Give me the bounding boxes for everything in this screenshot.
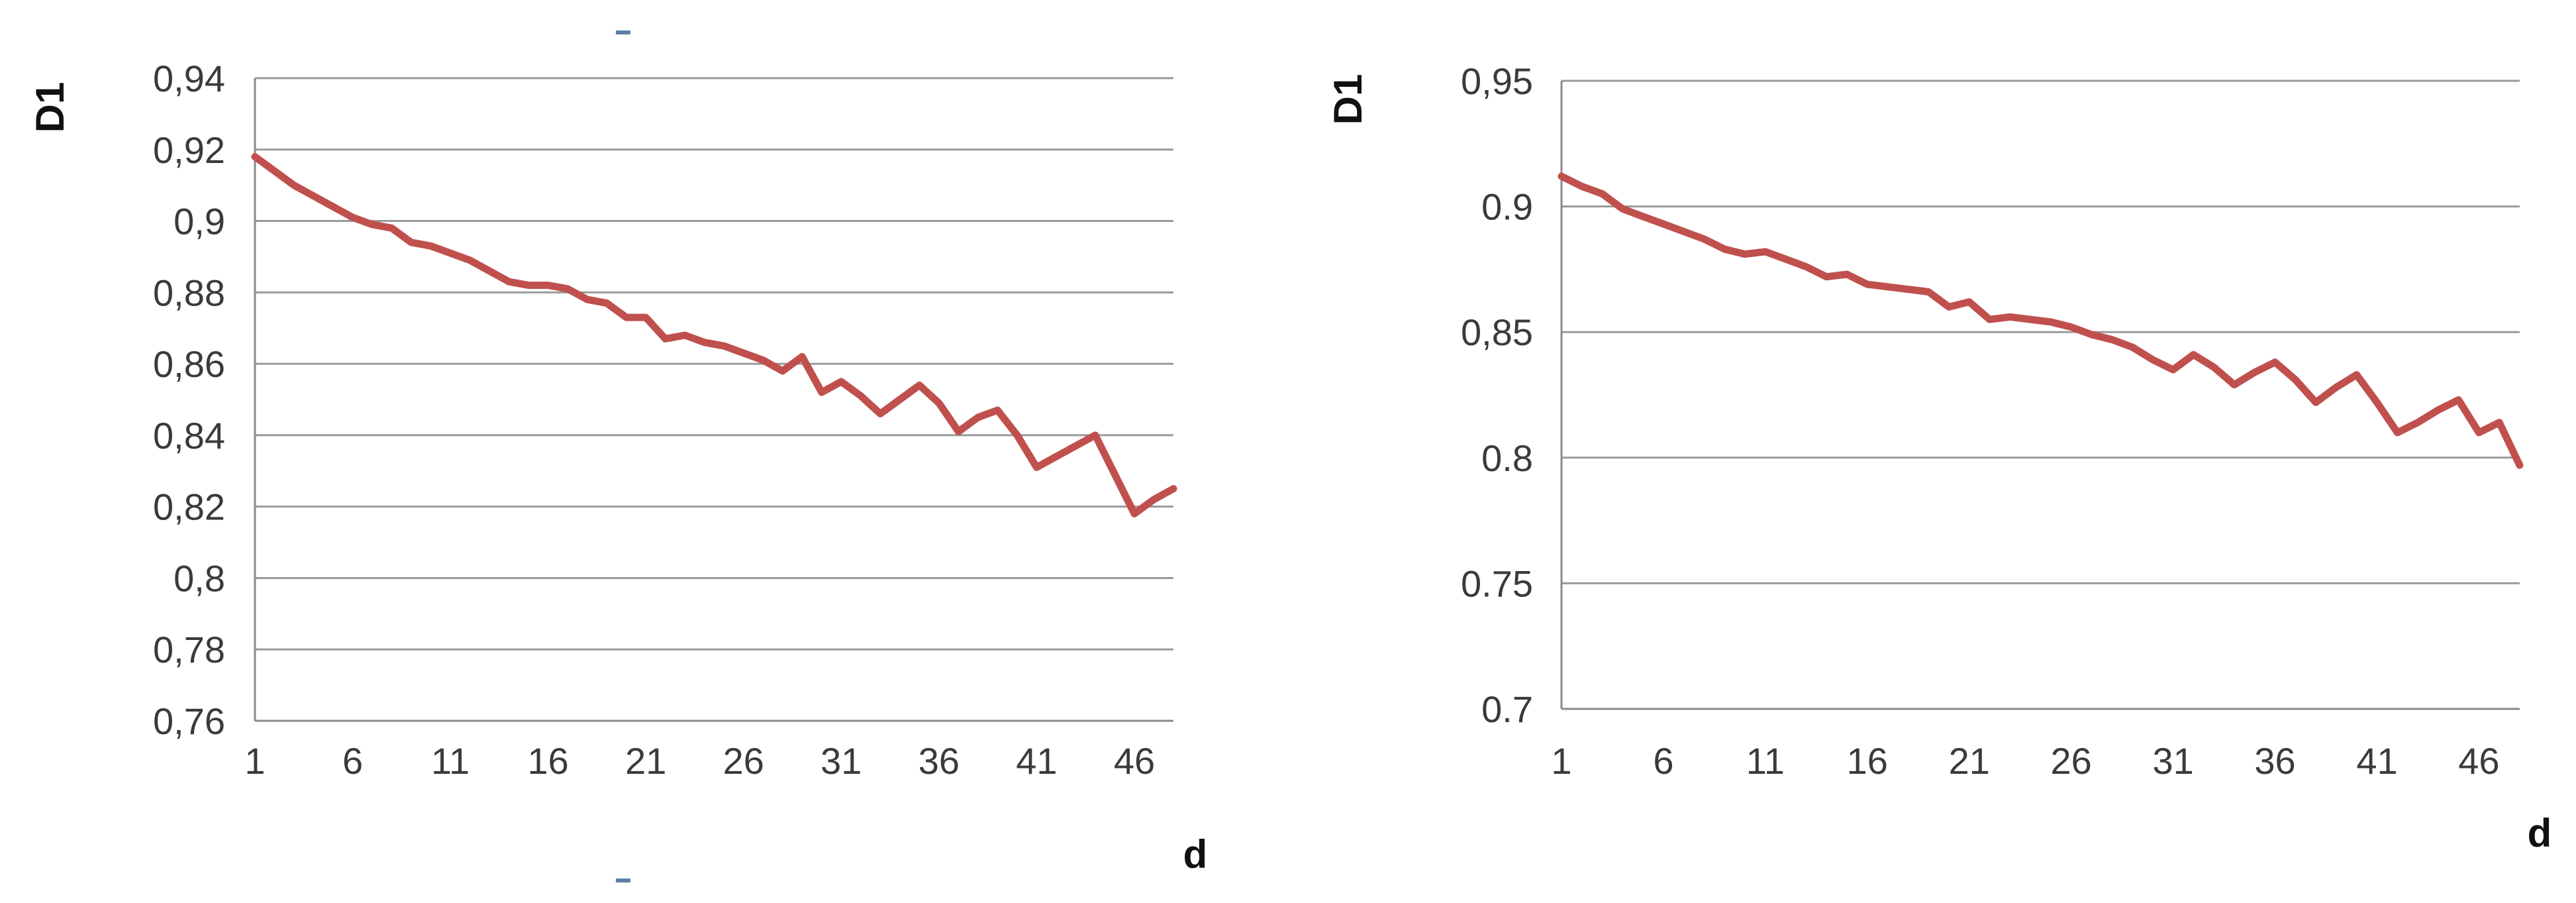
x-tick-label: 6 <box>1653 740 1673 782</box>
x-tick-label: 1 <box>1551 740 1571 782</box>
y-tick-label: 0,76 <box>153 700 225 742</box>
y-axis-title: D1 <box>1326 74 1370 125</box>
y-tick-label: 0,85 <box>1461 311 1533 353</box>
x-axis-title: d <box>1183 832 1208 876</box>
y-tick-label: 0.7 <box>1481 688 1533 730</box>
y-tick-label: 0,84 <box>153 415 225 456</box>
x-tick-label: 1 <box>244 740 265 782</box>
series-line <box>251 153 1177 517</box>
page-mark-bottom <box>616 878 630 882</box>
x-tick-label: 36 <box>918 740 960 782</box>
x-tick-label: 41 <box>1016 740 1057 782</box>
x-axis-title: d <box>2528 811 2552 855</box>
x-tick-label: 6 <box>342 740 363 782</box>
chart-right: D1 d 0.70.750.80,850.90,951 6 11 16 21 26 31 36… <box>1326 60 2551 855</box>
y-tick-label: 0.8 <box>1481 437 1533 479</box>
y-tick-label: 0,88 <box>153 272 225 313</box>
x-tick-label: 11 <box>431 740 470 782</box>
x-tick-label: 36 <box>2254 740 2295 782</box>
x-tick-label: 26 <box>2051 740 2092 782</box>
x-tick-label: 16 <box>528 740 569 782</box>
y-tick-label: 0,78 <box>153 629 225 670</box>
y-axis-title: D1 <box>28 82 72 133</box>
chart-left: D1 d 0,76 0,78 0,8 0,82 0,84 0,86 0,88 0,9 0,92 0… <box>28 58 1207 876</box>
y-tick-label: 0,9 <box>173 201 225 242</box>
y-tick-label: 0,86 <box>153 343 225 385</box>
x-tick-label: 31 <box>2152 740 2193 782</box>
x-tick-label: 11 <box>1746 740 1785 782</box>
y-tick-label: 0.9 <box>1481 186 1533 228</box>
page-mark-top <box>616 30 630 34</box>
x-tick-label: 46 <box>2458 740 2499 782</box>
x-tick-label: 46 <box>1114 740 1155 782</box>
x-tick-label: 21 <box>1949 740 1990 782</box>
x-tick-label: 26 <box>723 740 764 782</box>
x-tick-label: 41 <box>2356 740 2397 782</box>
x-tick-label: 16 <box>1847 740 1888 782</box>
y-tick-label: 0,92 <box>153 129 225 171</box>
y-tick-label: 0,8 <box>173 557 225 599</box>
y-tick-label: 0.75 <box>1461 562 1533 604</box>
y-tick-label: 0,95 <box>1461 60 1533 102</box>
x-tick-label: 31 <box>820 740 862 782</box>
series-line <box>1558 172 2524 469</box>
y-tick-label: 0,82 <box>153 486 225 528</box>
x-tick-label: 21 <box>625 740 666 782</box>
y-tick-label: 0,94 <box>153 58 225 99</box>
